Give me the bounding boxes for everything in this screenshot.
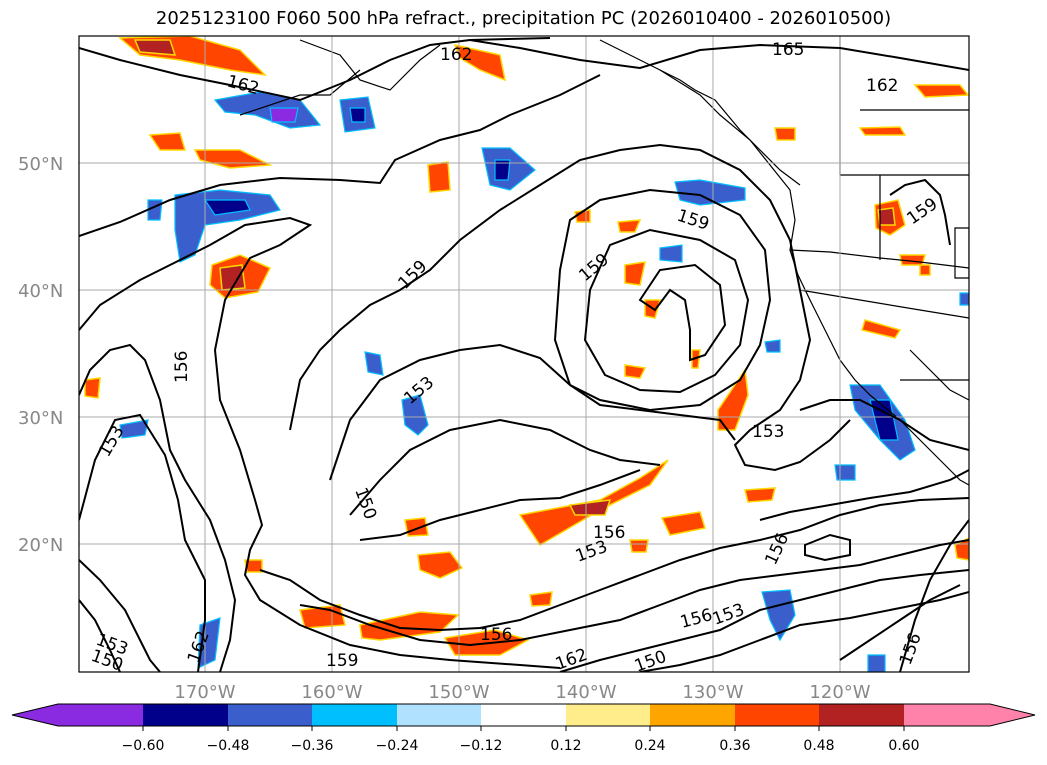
contour-label: 156 <box>172 351 192 383</box>
colorbar-tick-label: −0.36 <box>291 738 334 754</box>
colorbar-segment <box>143 704 228 726</box>
colorbar-tick-label: 0.36 <box>719 738 750 754</box>
longitude-label: 170°W <box>174 682 235 703</box>
colorbar-segment <box>735 704 819 726</box>
colorbar-tick-label: −0.24 <box>376 738 419 754</box>
longitude-labels: 170°W 160°W 150°W 140°W 130°W 120°W <box>174 682 870 703</box>
colorbar-segment <box>904 704 990 726</box>
colorbar-tick-label: 0.24 <box>634 738 665 754</box>
colorbar-segment <box>819 704 904 726</box>
colorbar-tick-label: 0.12 <box>550 738 581 754</box>
map-title: 2025123100 F060 500 hPa refract., precip… <box>155 8 892 29</box>
colorbar-segment <box>481 704 566 726</box>
colorbar-segment <box>58 704 143 726</box>
latitude-label: 40°N <box>18 281 63 302</box>
map-plot-area: 162 162 165 162 159 159 159 159 156 153 … <box>79 36 969 672</box>
colorbar-extend-high <box>990 704 1035 726</box>
contour-label: 153 <box>752 422 784 442</box>
colorbar-tick-label: −0.60 <box>122 738 165 754</box>
colorbar-tick-label: −0.12 <box>460 738 503 754</box>
colorbar: −0.60 −0.48 −0.36 −0.24 −0.12 0.12 0.24 … <box>11 703 1036 754</box>
longitude-label: 130°W <box>682 682 743 703</box>
longitude-label: 150°W <box>428 682 489 703</box>
latitude-label: 30°N <box>18 408 63 429</box>
precip-negative-areas <box>119 91 969 672</box>
colorbar-segment <box>228 704 312 726</box>
gridlines <box>79 36 969 672</box>
contour-label: 156 <box>593 523 625 543</box>
latitude-label: 50°N <box>18 154 63 175</box>
colorbar-tick-label: −0.48 <box>207 738 250 754</box>
colorbar-tick-label: 0.60 <box>888 738 919 754</box>
colorbar-segment <box>397 704 481 726</box>
contour-label: 165 <box>772 40 804 60</box>
longitude-label: 160°W <box>301 682 362 703</box>
latitude-label: 20°N <box>18 535 63 556</box>
colorbar-outline <box>11 703 1036 727</box>
contour-label: 159 <box>326 651 358 671</box>
latitude-labels: 50°N 40°N 30°N 20°N <box>18 154 63 556</box>
plot-frame <box>78 35 970 673</box>
colorbar-segment <box>566 704 650 726</box>
colorbar-segment <box>650 704 735 726</box>
contour-label: 162 <box>440 45 472 65</box>
longitude-label: 140°W <box>555 682 616 703</box>
colorbar-extend-low <box>12 704 58 726</box>
contour-label: 162 <box>866 76 898 96</box>
contour-label: 156 <box>480 625 512 645</box>
refractivity-contours <box>79 37 969 672</box>
colorbar-segment <box>312 704 397 726</box>
colorbar-tick-label: 0.48 <box>803 738 834 754</box>
longitude-label: 120°W <box>809 682 870 703</box>
colorbar-ticks <box>142 726 905 731</box>
